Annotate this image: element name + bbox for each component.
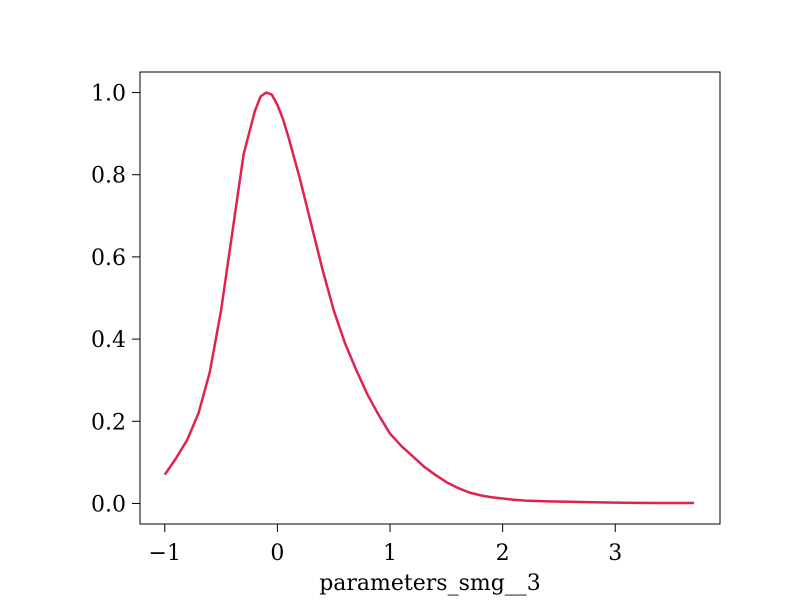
x-tick-label: 2 (496, 541, 510, 566)
y-tick-label: 0.6 (91, 246, 126, 271)
x-tick-label: 1 (383, 541, 397, 566)
x-axis: −1 0 1 2 3 (149, 524, 622, 566)
series-layer (163, 91, 695, 505)
x-axis-label: parameters_smg__3 (319, 571, 541, 596)
y-tick-label: 1.0 (91, 82, 126, 107)
plot-frame (139, 71, 721, 525)
plot-area (140, 72, 720, 524)
y-axis: 0.0 0.2 0.4 0.6 0.8 1.0 (91, 82, 140, 517)
y-tick-label: 0.2 (91, 410, 126, 435)
y-tick-label: 0.4 (91, 328, 126, 353)
y-tick-label: 0.0 (91, 492, 126, 517)
x-tick-label: −1 (149, 541, 181, 566)
x-tick-label: 3 (608, 541, 622, 566)
y-tick-label: 0.8 (91, 164, 126, 189)
x-tick-label: 0 (270, 541, 284, 566)
series-line-0 (163, 91, 695, 505)
